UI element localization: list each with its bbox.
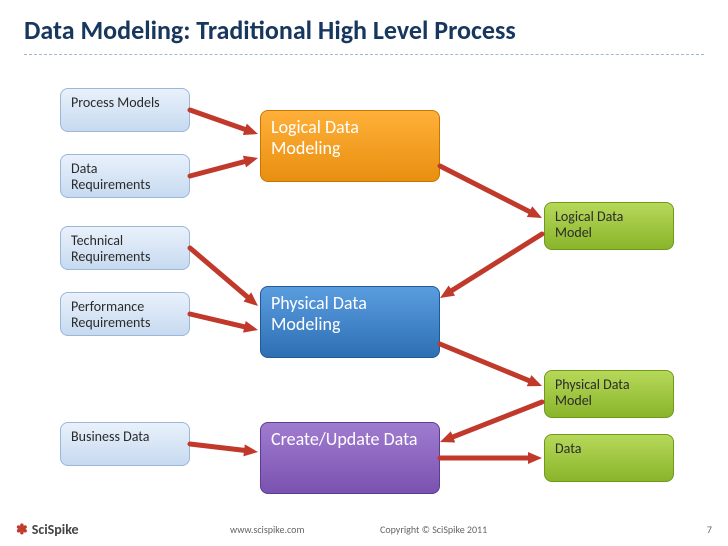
logo-text: SciSpike [32, 521, 79, 538]
input-label: Data Requirements [71, 161, 179, 193]
process-label: Logical Data Modeling [271, 117, 429, 158]
input-technical-requirements: Technical Requirements [60, 226, 190, 270]
input-business-data: Business Data [60, 422, 190, 466]
process-physical-data-modeling: Physical Data Modeling [260, 286, 440, 358]
title-divider [24, 54, 704, 55]
process-logical-data-modeling: Logical Data Modeling [260, 110, 440, 182]
footer-page-number: 7 [707, 523, 712, 536]
input-performance-requirements: Performance Requirements [60, 292, 190, 336]
process-label: Create/Update Data [271, 429, 418, 450]
output-physical-data-model: Physical Data Model [544, 370, 674, 418]
input-data-requirements: Data Requirements [60, 154, 190, 198]
output-label: Logical Data Model [555, 209, 663, 241]
input-label: Technical Requirements [71, 233, 179, 265]
input-process-models: Process Models [60, 88, 190, 132]
footer-url: www.scispike.com [230, 523, 304, 536]
process-create-update-data: Create/Update Data [260, 422, 440, 494]
output-label: Physical Data Model [555, 377, 663, 409]
input-label: Business Data [71, 429, 150, 445]
output-data: Data [544, 434, 674, 482]
footer: ✽ SciSpike www.scispike.com Copyright © … [0, 520, 728, 540]
logo-icon: ✽ [16, 523, 28, 537]
input-label: Performance Requirements [71, 299, 179, 331]
page-title: Data Modeling: Traditional High Level Pr… [24, 14, 516, 46]
footer-copyright: Copyright © SciSpike 2011 [380, 523, 487, 536]
output-label: Data [555, 441, 581, 457]
process-label: Physical Data Modeling [271, 293, 429, 334]
input-label: Process Models [71, 95, 160, 111]
output-logical-data-model: Logical Data Model [544, 202, 674, 250]
logo: ✽ SciSpike [16, 521, 79, 538]
